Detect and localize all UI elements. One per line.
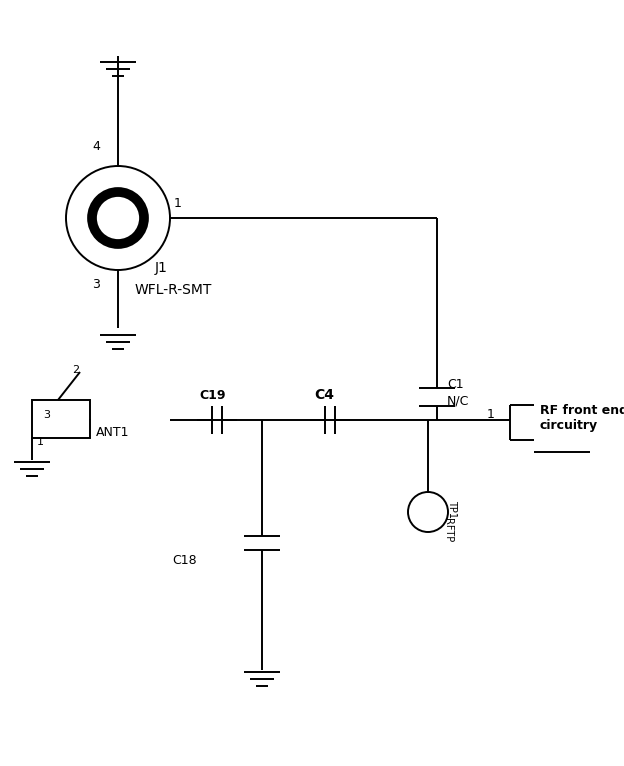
Text: RFTP: RFTP xyxy=(443,518,453,542)
Text: ANT1: ANT1 xyxy=(96,425,130,438)
Text: C4: C4 xyxy=(314,388,334,402)
Text: C19: C19 xyxy=(200,389,227,402)
Text: WFL-R-SMT: WFL-R-SMT xyxy=(135,283,212,297)
Text: J1: J1 xyxy=(155,261,168,275)
Text: 1: 1 xyxy=(174,197,182,210)
Text: C18: C18 xyxy=(172,554,197,567)
Text: 2: 2 xyxy=(72,365,79,375)
Text: 3: 3 xyxy=(92,279,100,292)
Text: 1: 1 xyxy=(37,437,44,447)
Text: 4: 4 xyxy=(92,140,100,153)
Bar xyxy=(32,400,90,438)
Text: 3: 3 xyxy=(43,410,50,420)
Text: C1: C1 xyxy=(447,378,464,391)
Text: TP1: TP1 xyxy=(447,500,457,518)
Text: RF front end
circuitry: RF front end circuitry xyxy=(540,404,624,432)
Text: N/C: N/C xyxy=(447,394,469,408)
Text: 1: 1 xyxy=(487,408,495,421)
Circle shape xyxy=(100,200,136,236)
